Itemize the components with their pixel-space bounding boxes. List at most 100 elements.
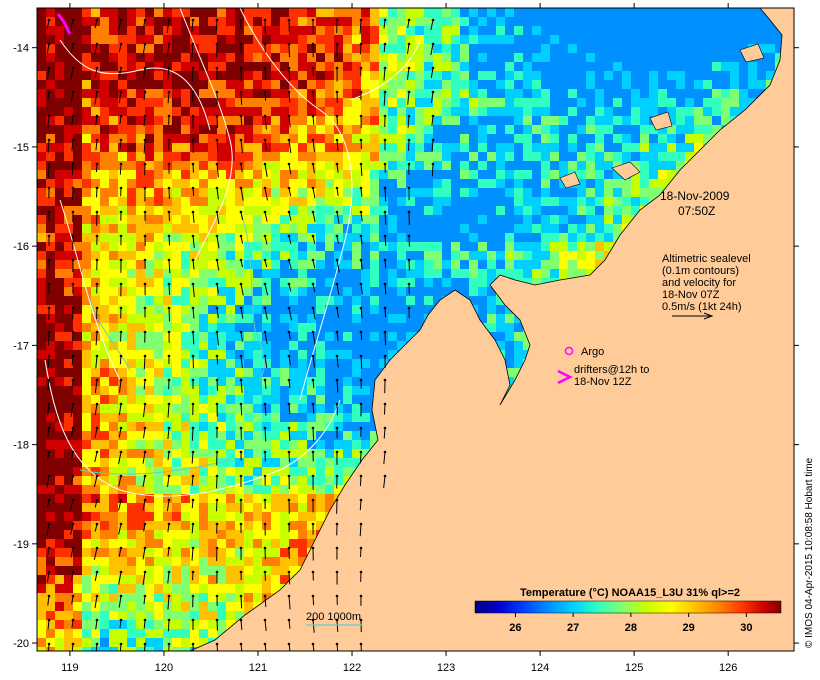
sst-cell (631, 62, 641, 72)
sst-cell (280, 233, 290, 243)
sst-cell (514, 44, 524, 54)
sst-cell (307, 26, 317, 36)
sst-cell (388, 188, 398, 198)
sst-cell (190, 116, 200, 126)
sst-cell (640, 98, 650, 108)
sst-cell (127, 152, 137, 162)
sst-cell (46, 278, 56, 288)
sst-cell (271, 314, 281, 324)
sst-cell (325, 449, 335, 459)
sst-cell (55, 125, 65, 135)
sst-cell (100, 8, 110, 18)
sst-cell (271, 395, 281, 405)
sst-cell (289, 422, 299, 432)
sst-cell (379, 179, 389, 189)
sst-cell (244, 341, 254, 351)
sst-cell (631, 98, 641, 108)
sst-cell (181, 341, 191, 351)
sst-cell (199, 287, 209, 297)
sst-cell (217, 161, 227, 171)
sst-cell (586, 170, 596, 180)
sst-cell (676, 53, 686, 63)
sst-cell (559, 161, 569, 171)
sst-cell (703, 53, 713, 63)
sst-cell (415, 170, 425, 180)
sst-cell (505, 116, 515, 126)
sst-cell (190, 197, 200, 207)
sst-cell (91, 179, 101, 189)
sst-cell (550, 62, 560, 72)
sst-cell (541, 179, 551, 189)
sst-cell (73, 530, 83, 540)
sst-cell (217, 350, 227, 360)
sst-cell (397, 206, 407, 216)
sst-cell (568, 17, 578, 27)
sst-cell (271, 368, 281, 378)
sst-cell (397, 8, 407, 18)
sst-cell (208, 485, 218, 495)
sst-cell (352, 107, 362, 117)
sst-cell (37, 431, 47, 441)
sst-cell (595, 143, 605, 153)
sst-cell (298, 251, 308, 261)
sst-cell (406, 134, 416, 144)
sst-cell (280, 224, 290, 234)
sst-cell (307, 521, 317, 531)
sst-cell (109, 467, 119, 477)
sst-cell (154, 71, 164, 81)
sst-cell (235, 314, 245, 324)
sst-cell (514, 242, 524, 252)
sst-cell (397, 323, 407, 333)
sst-cell (541, 107, 551, 117)
sst-cell (478, 314, 488, 324)
sst-cell (424, 278, 434, 288)
sst-cell (46, 242, 56, 252)
sst-cell (82, 161, 92, 171)
sst-cell (298, 143, 308, 153)
sst-cell (541, 206, 551, 216)
sst-cell (550, 143, 560, 153)
sst-cell (334, 143, 344, 153)
sst-cell (694, 143, 704, 153)
sst-cell (271, 494, 281, 504)
sst-cell (226, 26, 236, 36)
sst-cell (739, 17, 749, 27)
sst-cell (64, 323, 74, 333)
sst-cell (154, 116, 164, 126)
sst-cell (100, 512, 110, 522)
sst-cell (172, 467, 182, 477)
sst-cell (91, 368, 101, 378)
sst-cell (262, 332, 272, 342)
sst-cell (649, 35, 659, 45)
sst-cell (172, 98, 182, 108)
sst-cell (532, 188, 542, 198)
sst-cell (91, 161, 101, 171)
sst-cell (505, 35, 515, 45)
sst-cell (604, 44, 614, 54)
sst-cell (289, 404, 299, 414)
sst-cell (523, 26, 533, 36)
sst-cell (163, 278, 173, 288)
sst-cell (334, 71, 344, 81)
sst-cell (262, 251, 272, 261)
sst-cell (208, 188, 218, 198)
sst-cell (352, 251, 362, 261)
sst-cell (208, 215, 218, 225)
sst-cell (217, 260, 227, 270)
sst-cell (253, 305, 263, 315)
sst-cell (397, 26, 407, 36)
sst-cell (190, 422, 200, 432)
sst-cell (397, 332, 407, 342)
sst-cell (118, 206, 128, 216)
sst-cell (415, 188, 425, 198)
sst-cell (415, 197, 425, 207)
sst-cell (46, 206, 56, 216)
sst-cell (145, 233, 155, 243)
sst-cell (55, 377, 65, 387)
sst-cell (100, 260, 110, 270)
sst-cell (289, 512, 299, 522)
sst-cell (694, 35, 704, 45)
sst-cell (244, 305, 254, 315)
sst-cell (217, 314, 227, 324)
sst-cell (469, 161, 479, 171)
